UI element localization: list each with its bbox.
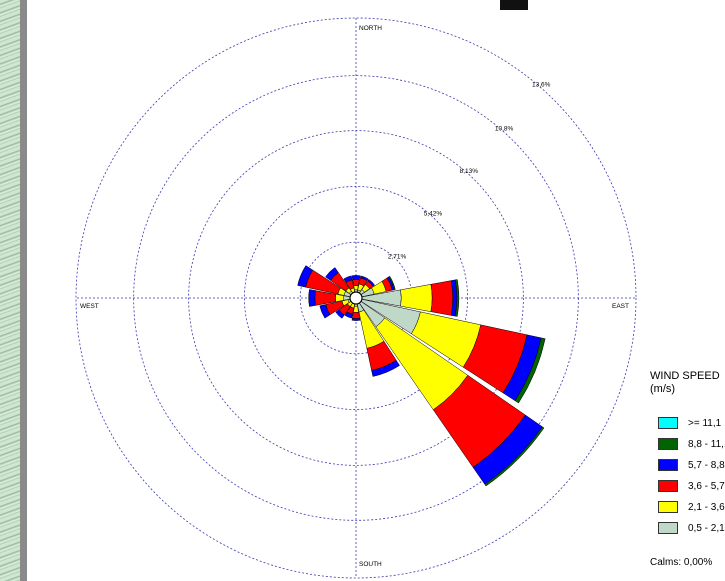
petal-nne-bin-4 bbox=[360, 275, 369, 282]
window-frame-bar bbox=[20, 0, 27, 581]
petal-w-bin-4 bbox=[308, 289, 316, 307]
legend-entry: 2,1 - 3,6 bbox=[658, 500, 725, 514]
ring-label-5: 13,6% bbox=[532, 82, 551, 89]
legend-entry: 0,5 - 2,1 bbox=[658, 521, 725, 535]
legend-swatch bbox=[658, 438, 678, 450]
petal-e-bin-5 bbox=[454, 279, 460, 317]
petal-n-bin-4 bbox=[351, 275, 361, 281]
legend-label: 8,8 - 11,1 bbox=[688, 438, 725, 450]
petal-sw-bin-4 bbox=[335, 309, 345, 319]
petal-e-bin-2 bbox=[400, 284, 433, 312]
ring-label-3: 8,13% bbox=[460, 168, 479, 175]
legend-title: WIND SPEED bbox=[650, 370, 720, 382]
top-clipped-element bbox=[500, 0, 528, 10]
petal-n-bin-2 bbox=[353, 285, 359, 291]
legend: WIND SPEED (m/s) >= 11,1 8,8 - 11,1 5,7 - … bbox=[650, 370, 725, 581]
petal-ene-bin-5 bbox=[388, 275, 396, 291]
legend-label: 5,7 - 8,8 bbox=[688, 459, 725, 471]
petal-e-bin-3 bbox=[430, 280, 453, 316]
legend-label: >= 11,1 bbox=[688, 417, 722, 429]
legend-label: 3,6 - 5,7 bbox=[688, 480, 725, 492]
petal-n-bin-3 bbox=[352, 279, 360, 287]
petal-se-bin-5 bbox=[484, 426, 545, 487]
ring-label-4: 10,8% bbox=[495, 126, 514, 133]
legend-units: (m/s) bbox=[650, 383, 676, 395]
ring-label-1: 2,71% bbox=[388, 253, 407, 260]
compass-label-west: WEST bbox=[80, 303, 99, 310]
legend-label: 0,5 - 2,1 bbox=[688, 522, 725, 534]
ring-label-2: 5,42% bbox=[424, 211, 443, 218]
ring-5 bbox=[75, 17, 637, 579]
petal-wsw-bin-4 bbox=[319, 304, 331, 319]
legend-swatch bbox=[658, 417, 678, 429]
legend-swatch bbox=[658, 459, 678, 471]
compass-label-south: SOUTH bbox=[359, 561, 382, 568]
legend-swatch bbox=[658, 522, 678, 534]
legend-entry: 3,6 - 5,7 bbox=[658, 479, 725, 493]
center-calm-circle bbox=[349, 291, 363, 305]
ring-labels: 2,71% 5,42% 8,13% 10,8% 13,6% bbox=[388, 82, 551, 261]
legend-entry: 5,7 - 8,8 bbox=[658, 458, 725, 472]
wind-rose-chart: 2,71% 5,42% 8,13% 10,8% 13,6% NORTH SOUTH WE… bbox=[75, 17, 637, 579]
petal-s-bin-3 bbox=[352, 311, 360, 319]
legend-label: 2,1 - 3,6 bbox=[688, 501, 725, 513]
wind-petals bbox=[297, 265, 546, 487]
petal-ne-bin-4 bbox=[367, 279, 375, 287]
petal-ese-bin-5 bbox=[514, 337, 546, 404]
legend-entry: 8,8 - 11,1 bbox=[658, 437, 725, 451]
compass-label-north: NORTH bbox=[359, 25, 382, 32]
petal-ssw-bin-4 bbox=[344, 311, 353, 319]
compass-label-east: EAST bbox=[612, 303, 629, 310]
petal-sse-bin-4 bbox=[371, 359, 400, 377]
legend-calms: Calms: 0,00% bbox=[650, 557, 713, 568]
petal-s-bin-4 bbox=[351, 317, 361, 321]
legend-swatch bbox=[658, 480, 678, 492]
legend-entry: >= 11,1 bbox=[658, 416, 721, 430]
map-background-strip bbox=[0, 0, 20, 581]
legend-swatch bbox=[658, 501, 678, 513]
petal-w-bin-2 bbox=[335, 294, 345, 302]
petal-wnw-bin-4 bbox=[297, 265, 314, 288]
petal-nnw-bin-4 bbox=[343, 275, 353, 283]
petal-nw-bin-4 bbox=[325, 267, 339, 281]
